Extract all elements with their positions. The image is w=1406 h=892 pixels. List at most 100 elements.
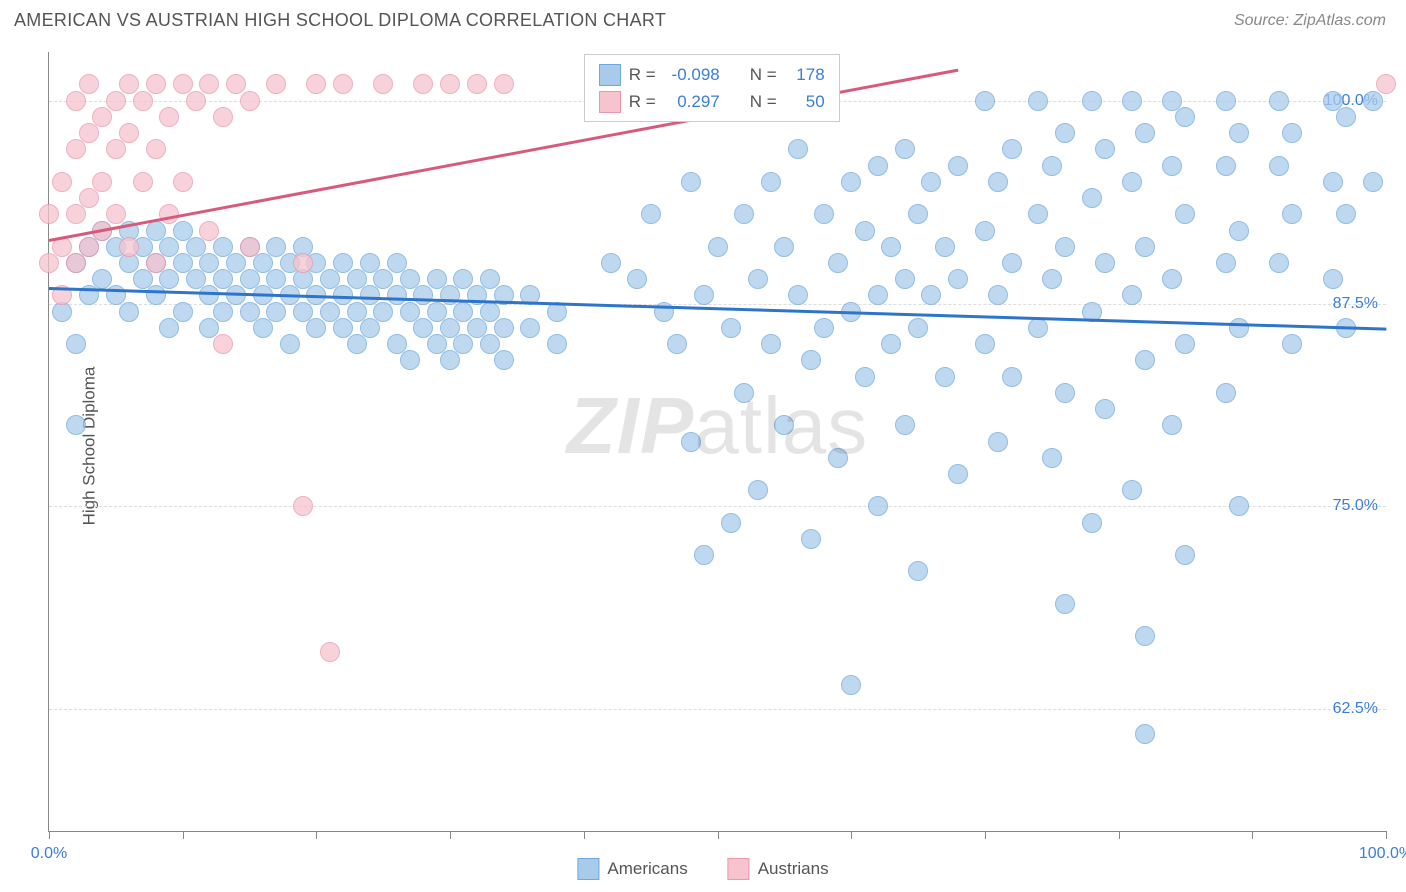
data-point bbox=[467, 74, 487, 94]
data-point bbox=[935, 237, 955, 257]
data-point bbox=[1162, 156, 1182, 176]
data-point bbox=[908, 318, 928, 338]
data-point bbox=[1363, 172, 1383, 192]
data-point bbox=[1042, 448, 1062, 468]
data-point bbox=[788, 285, 808, 305]
data-point bbox=[988, 285, 1008, 305]
r-value: 0.297 bbox=[664, 88, 720, 115]
data-point bbox=[868, 156, 888, 176]
gridline bbox=[49, 506, 1386, 507]
data-point bbox=[146, 74, 166, 94]
data-point bbox=[748, 480, 768, 500]
data-point bbox=[975, 334, 995, 354]
data-point bbox=[79, 123, 99, 143]
data-point bbox=[721, 318, 741, 338]
data-point bbox=[814, 204, 834, 224]
data-point bbox=[828, 448, 848, 468]
x-tick bbox=[718, 831, 719, 839]
data-point bbox=[213, 334, 233, 354]
data-point bbox=[1135, 626, 1155, 646]
data-point bbox=[601, 253, 621, 273]
data-point bbox=[1028, 318, 1048, 338]
data-point bbox=[975, 221, 995, 241]
scatter-plot-area: ZIPatlas R =-0.098N =178R =0.297N =50 62… bbox=[48, 52, 1386, 832]
data-point bbox=[373, 302, 393, 322]
data-point bbox=[159, 318, 179, 338]
data-point bbox=[1002, 253, 1022, 273]
r-label: R = bbox=[629, 88, 656, 115]
data-point bbox=[320, 642, 340, 662]
data-point bbox=[1135, 123, 1155, 143]
data-point bbox=[1282, 123, 1302, 143]
x-tick-label: 100.0% bbox=[1359, 845, 1406, 863]
chart-source: Source: ZipAtlas.com bbox=[1234, 12, 1386, 30]
data-point bbox=[119, 123, 139, 143]
legend-swatch bbox=[577, 858, 599, 880]
y-tick-label: 87.5% bbox=[1333, 295, 1378, 313]
data-point bbox=[1095, 399, 1115, 419]
data-point bbox=[199, 221, 219, 241]
x-tick bbox=[316, 831, 317, 839]
gridline bbox=[49, 709, 1386, 710]
data-point bbox=[761, 334, 781, 354]
data-point bbox=[1175, 107, 1195, 127]
data-point bbox=[774, 415, 794, 435]
data-point bbox=[133, 172, 153, 192]
data-point bbox=[1135, 724, 1155, 744]
data-point bbox=[1135, 350, 1155, 370]
data-point bbox=[868, 496, 888, 516]
data-point bbox=[1269, 156, 1289, 176]
data-point bbox=[1082, 188, 1102, 208]
data-point bbox=[213, 107, 233, 127]
x-tick bbox=[851, 831, 852, 839]
data-point bbox=[79, 74, 99, 94]
data-point bbox=[266, 302, 286, 322]
data-point bbox=[881, 334, 901, 354]
data-point bbox=[1162, 269, 1182, 289]
data-point bbox=[1175, 204, 1195, 224]
data-point bbox=[293, 253, 313, 273]
data-point bbox=[347, 334, 367, 354]
data-point bbox=[106, 204, 126, 224]
data-point bbox=[1216, 91, 1236, 111]
data-point bbox=[1336, 107, 1356, 127]
data-point bbox=[1002, 367, 1022, 387]
data-point bbox=[721, 513, 741, 533]
legend-item: Americans bbox=[577, 858, 687, 880]
data-point bbox=[1229, 318, 1249, 338]
data-point bbox=[1135, 237, 1155, 257]
data-point bbox=[1095, 139, 1115, 159]
data-point bbox=[306, 74, 326, 94]
data-point bbox=[1095, 253, 1115, 273]
data-point bbox=[1028, 204, 1048, 224]
n-label: N = bbox=[750, 61, 777, 88]
data-point bbox=[1162, 415, 1182, 435]
legend-label: Americans bbox=[607, 859, 687, 879]
data-point bbox=[240, 237, 260, 257]
chart-title: AMERICAN VS AUSTRIAN HIGH SCHOOL DIPLOMA… bbox=[14, 10, 666, 31]
x-tick-label: 0.0% bbox=[31, 845, 67, 863]
x-tick bbox=[49, 831, 50, 839]
data-point bbox=[1216, 383, 1236, 403]
data-point bbox=[52, 172, 72, 192]
series-legend: AmericansAustrians bbox=[577, 858, 828, 880]
r-label: R = bbox=[629, 61, 656, 88]
data-point bbox=[841, 675, 861, 695]
data-point bbox=[39, 253, 59, 273]
data-point bbox=[159, 107, 179, 127]
data-point bbox=[1028, 91, 1048, 111]
data-point bbox=[908, 204, 928, 224]
data-point bbox=[106, 91, 126, 111]
data-point bbox=[253, 318, 273, 338]
data-point bbox=[440, 74, 460, 94]
data-point bbox=[1042, 156, 1062, 176]
data-point bbox=[828, 253, 848, 273]
data-point bbox=[1082, 91, 1102, 111]
data-point bbox=[748, 269, 768, 289]
data-point bbox=[801, 529, 821, 549]
data-point bbox=[213, 302, 233, 322]
data-point bbox=[440, 350, 460, 370]
data-point bbox=[1042, 269, 1062, 289]
data-point bbox=[948, 464, 968, 484]
data-point bbox=[79, 237, 99, 257]
